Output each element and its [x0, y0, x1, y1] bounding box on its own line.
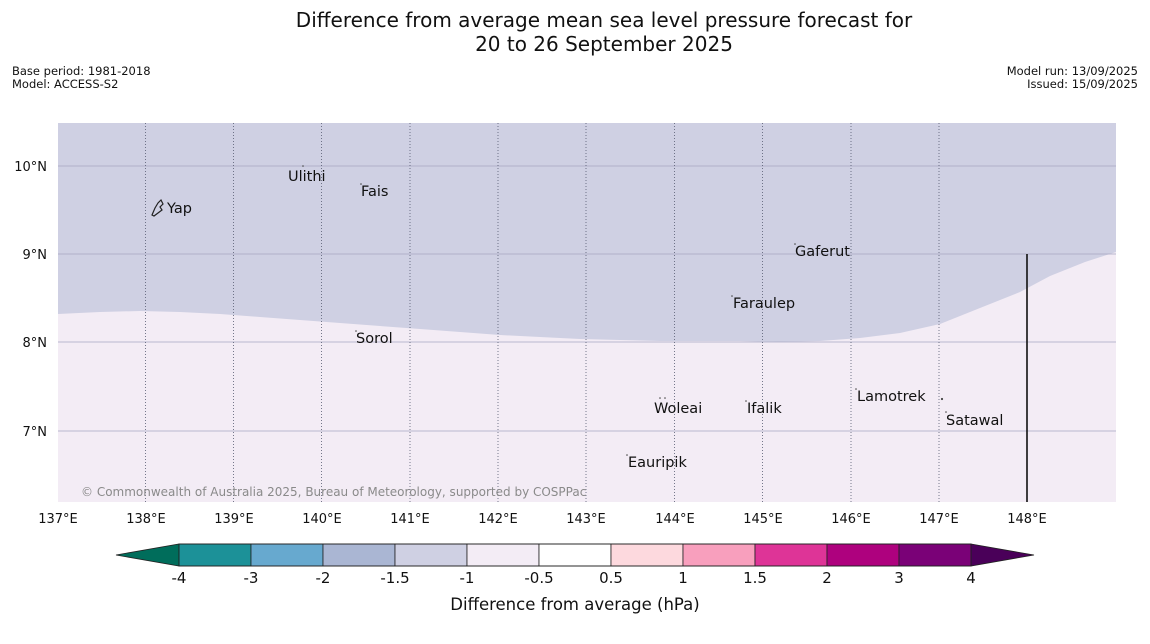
- island-dot: [731, 295, 733, 297]
- island-dot: [855, 388, 857, 390]
- metadata-left: Base period: 1981-2018 Model: ACCESS-S2: [12, 65, 151, 91]
- place-label-satawal: Satawal: [946, 413, 1003, 429]
- lat-tick-label: 9°N: [23, 248, 48, 263]
- colorbar-segment: [754, 543, 828, 567]
- place-label-faraulep: Faraulep: [733, 296, 795, 312]
- colorbar-tick-label: 0.5: [599, 569, 623, 587]
- lat-tick-label: 8°N: [23, 336, 48, 351]
- map-title: Difference from average mean sea level p…: [0, 8, 1150, 56]
- map-panel: Yap Ulithi Fais Gaferut Faraulep Sorol W…: [58, 123, 1116, 502]
- colorbar-tick-label: 4: [966, 569, 976, 587]
- island-dot: [626, 454, 628, 456]
- colorbar-segment: [394, 543, 468, 567]
- colorbar-segment: [610, 543, 684, 567]
- lat-grid: [58, 165, 1116, 432]
- colorbar-over-arrow: [970, 543, 1035, 567]
- colorbar-tick-label: -0.5: [524, 569, 553, 587]
- island-dot: [794, 243, 796, 245]
- lat-tick-label: 10°N: [14, 160, 47, 175]
- colorbar-segment: [250, 543, 324, 567]
- lon-grid: [145, 123, 940, 502]
- colorbar-segment: [826, 543, 900, 567]
- island-dot: [302, 165, 304, 167]
- colorbar-title: Difference from average (hPa): [450, 595, 699, 614]
- island-dot: [664, 397, 666, 399]
- place-label-ifalik: Ifalik: [747, 401, 782, 417]
- colorbar-tick-label: 1: [678, 569, 688, 587]
- colorbar-segment: [898, 543, 972, 567]
- colorbar-tick-label: 3: [894, 569, 904, 587]
- lon-tick-label: 139°E: [214, 512, 254, 527]
- place-label-sorol: Sorol: [356, 331, 393, 347]
- lon-tick-label: 146°E: [831, 512, 871, 527]
- island-markers: [302, 165, 947, 456]
- base-period: Base period: 1981-2018: [12, 64, 151, 78]
- lon-tick-label: 142°E: [478, 512, 518, 527]
- colorbar-tick-label: -1: [460, 569, 475, 587]
- place-label-woleai: Woleai: [654, 401, 702, 417]
- place-label-lamotrek: Lamotrek: [857, 389, 926, 405]
- lon-tick-label: 148°E: [1007, 512, 1047, 527]
- title-line-1: Difference from average mean sea level p…: [295, 8, 913, 32]
- place-label-gaferut: Gaferut: [795, 244, 850, 260]
- colorbar-tick-label: 1.5: [743, 569, 767, 587]
- colorbar-tick-labels: -4 -3 -2 -1.5 -1 -0.5 0.5 1 1.5 2 3 4: [172, 569, 976, 587]
- model-name: Model: ACCESS-S2: [12, 77, 119, 91]
- place-label-fais: Fais: [361, 184, 388, 200]
- model-run: Model run: 13/09/2025: [1006, 64, 1138, 78]
- lat-tick-labels: 10°N 9°N 8°N 7°N: [14, 160, 47, 440]
- colorbar-tick-label: -3: [244, 569, 259, 587]
- colorbar: -4 -3 -2 -1.5 -1 -0.5 0.5 1 1.5 2 3 4 Difference fr…: [115, 543, 1035, 614]
- colorbar-segments: [178, 543, 972, 567]
- title-line-2: 20 to 26 September 2025: [475, 32, 733, 56]
- copyright-notice: © Commonwealth of Australia 2025, Bureau…: [81, 485, 586, 499]
- anomaly-region-north: [58, 123, 1116, 342]
- island-dot: [745, 400, 747, 402]
- island-dot: [945, 411, 947, 413]
- colorbar-segment: [682, 543, 756, 567]
- lon-tick-label: 143°E: [566, 512, 606, 527]
- lon-tick-label: 140°E: [302, 512, 342, 527]
- colorbar-tick-label: -1.5: [380, 569, 409, 587]
- lon-tick-label: 144°E: [655, 512, 695, 527]
- colorbar-tick-label: -4: [172, 569, 187, 587]
- colorbar-segment: [466, 543, 540, 567]
- island-dot: [360, 183, 362, 185]
- colorbar-frame: [178, 543, 972, 567]
- colorbar-segment: [538, 543, 612, 567]
- lon-tick-label: 141°E: [390, 512, 430, 527]
- place-label-ulithi: Ulithi: [288, 169, 326, 185]
- place-label-yap: Yap: [166, 201, 192, 217]
- yap-island-shape: [151, 198, 164, 217]
- metadata-right: Model run: 13/09/2025 Issued: 15/09/2025: [1007, 65, 1138, 91]
- lon-tick-labels: 137°E 138°E 139°E 140°E 141°E 142°E 143°…: [38, 512, 1047, 527]
- island-dot: [940, 397, 944, 401]
- lon-tick-label: 147°E: [919, 512, 959, 527]
- colorbar-segment: [322, 543, 396, 567]
- lat-tick-label: 7°N: [23, 425, 48, 440]
- colorbar-tick-label: -2: [316, 569, 331, 587]
- lon-tick-label: 138°E: [126, 512, 166, 527]
- lon-tick-label: 137°E: [38, 512, 78, 527]
- colorbar-segment: [178, 543, 252, 567]
- colorbar-tick-label: 2: [822, 569, 832, 587]
- colorbar-under-arrow: [115, 543, 180, 567]
- lon-tick-label: 145°E: [743, 512, 783, 527]
- island-dot: [659, 397, 661, 399]
- issued-date: Issued: 15/09/2025: [1027, 77, 1138, 91]
- place-labels: Yap Ulithi Fais Gaferut Faraulep Sorol W…: [166, 169, 1003, 471]
- place-label-eauripik: Eauripik: [628, 455, 687, 471]
- island-dot: [355, 330, 357, 332]
